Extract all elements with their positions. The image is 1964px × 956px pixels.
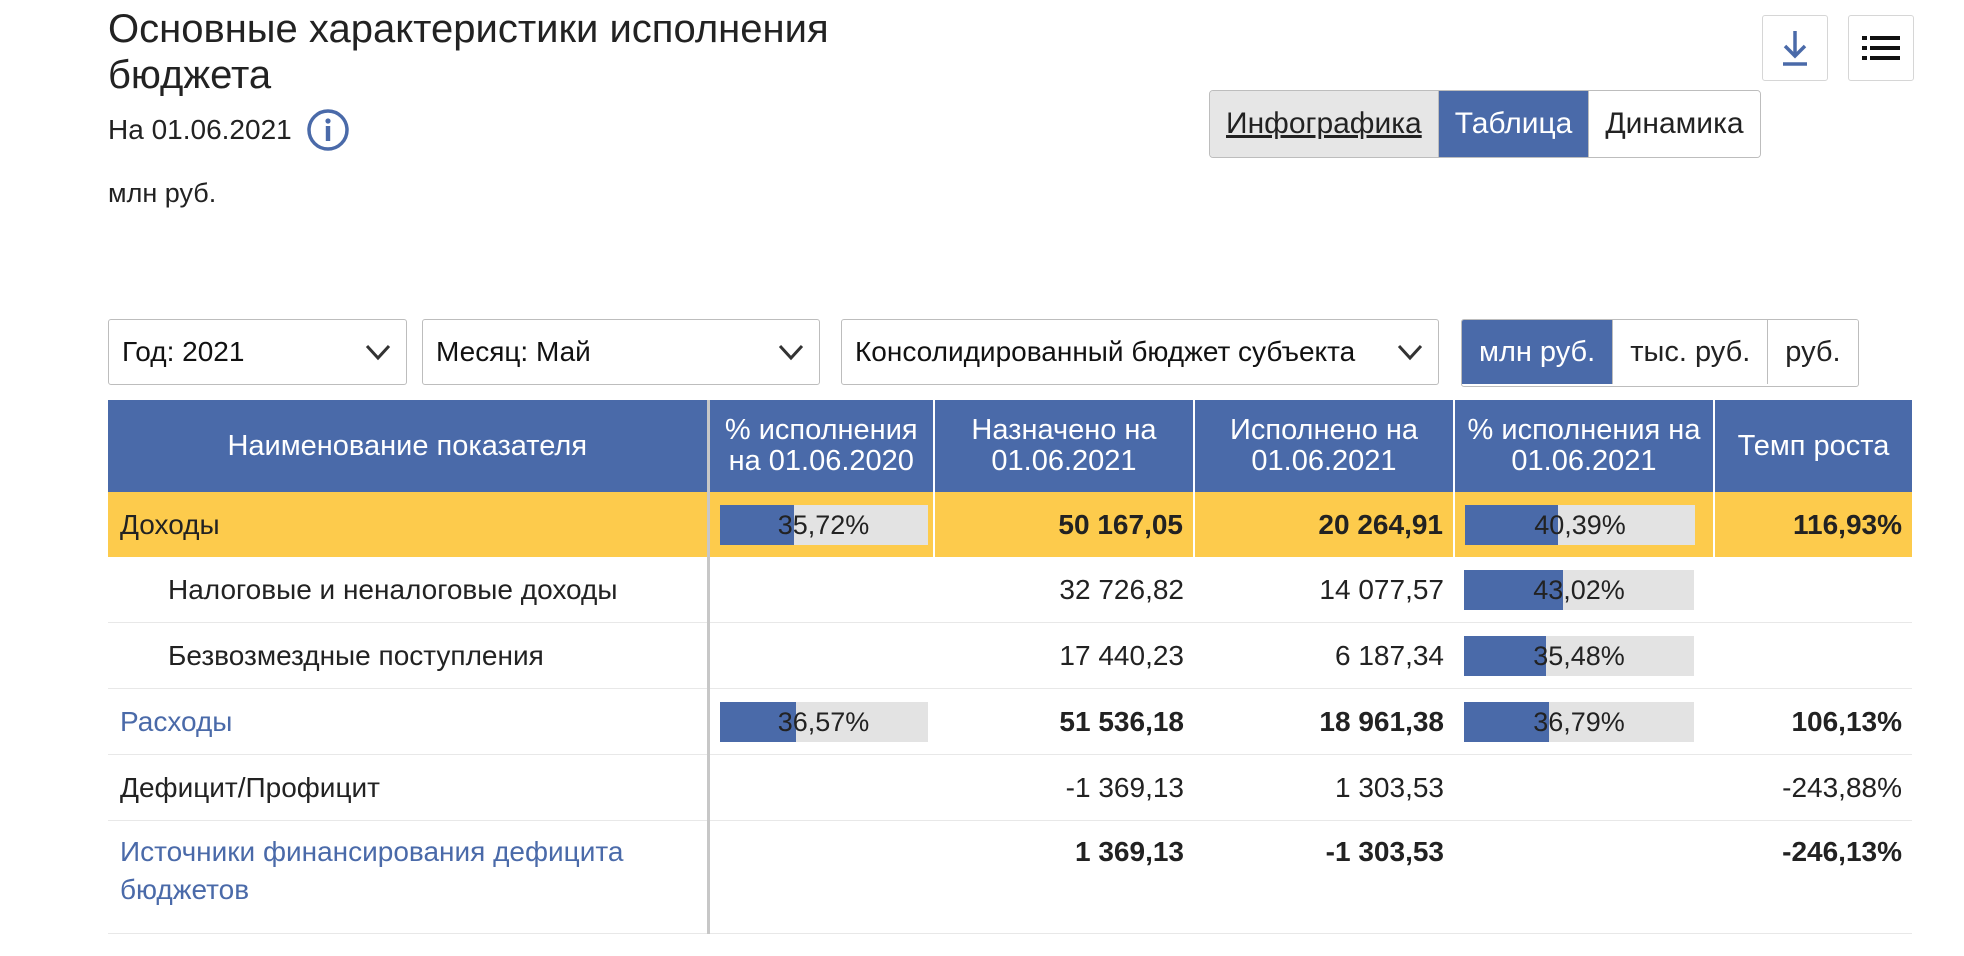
row-name: Безвозмездные поступления xyxy=(108,622,710,689)
unit-thousand-button[interactable]: тыс. руб. xyxy=(1612,320,1768,384)
unit-mln-button[interactable]: млн руб. xyxy=(1462,320,1613,384)
download-icon xyxy=(1783,31,1807,66)
month-select[interactable]: Месяц: Май xyxy=(422,319,820,385)
budget-select[interactable]: Консолидированный бюджет субъекта xyxy=(841,319,1439,385)
executed-cell: 20 264,91 xyxy=(1193,492,1454,557)
assigned-cell: -1 369,13 xyxy=(934,754,1194,821)
assigned-cell: 32 726,82 xyxy=(934,557,1194,623)
chevron-down-icon xyxy=(365,344,391,361)
date-label: На 01.06.2021 xyxy=(108,114,292,145)
pct-prev-cell xyxy=(708,622,934,689)
pct-prev-cell: 35,72% xyxy=(708,492,934,557)
assigned-cell: 51 536,18 xyxy=(934,688,1194,755)
pct-curr-cell xyxy=(1454,754,1714,821)
row-name: Дефицит/Профицит xyxy=(108,754,710,821)
table-row: Безвозмездные поступления 17 440,23 6 18… xyxy=(108,622,1912,689)
pct-curr-cell: 35,48% xyxy=(1454,622,1714,689)
row-name-link[interactable]: Источники финансирования дефицита бюджет… xyxy=(108,820,710,934)
download-button[interactable] xyxy=(1762,15,1828,81)
pct-curr-cell xyxy=(1454,820,1714,934)
menu-button[interactable] xyxy=(1848,15,1914,81)
growth-cell: -243,88% xyxy=(1714,754,1912,821)
year-select-value: Год: 2021 xyxy=(122,336,245,367)
executed-cell: 14 077,57 xyxy=(1194,557,1454,623)
header-pct-prev[interactable]: % исполнения на 01.06.2020 xyxy=(707,400,934,492)
budget-select-value: Консолидированный бюджет субъекта xyxy=(855,336,1356,367)
progress-bar: 35,72% xyxy=(719,504,928,545)
list-icon xyxy=(1862,36,1900,60)
progress-bar-label: 35,48% xyxy=(1533,640,1625,671)
growth-cell xyxy=(1714,557,1912,623)
executed-cell: 1 303,53 xyxy=(1194,754,1454,821)
header-executed[interactable]: Исполнено на 01.06.2021 xyxy=(1193,400,1454,492)
pct-prev-cell xyxy=(708,754,934,821)
budget-table: Наименование показателя % исполнения на … xyxy=(108,400,1912,934)
executed-cell: -1 303,53 xyxy=(1194,820,1454,934)
chevron-down-icon xyxy=(1397,344,1423,361)
report-date: На 01.06.2021 xyxy=(108,108,350,152)
growth-cell: 116,93% xyxy=(1713,492,1912,557)
table-row: Расходы 36,57% 51 536,18 18 961,38 36,79… xyxy=(108,688,1912,755)
assigned-cell: 1 369,13 xyxy=(934,820,1194,934)
assigned-cell: 50 167,05 xyxy=(933,492,1194,557)
progress-bar-label: 36,79% xyxy=(1533,706,1625,737)
info-icon[interactable] xyxy=(306,108,350,152)
table-row: Дефицит/Профицит -1 369,13 1 303,53 -243… xyxy=(108,754,1912,821)
table-row: Источники финансирования дефицита бюджет… xyxy=(108,820,1912,934)
progress-bar: 36,79% xyxy=(1464,701,1694,742)
row-name: Налоговые и неналоговые доходы xyxy=(108,557,710,623)
unit-switcher: млн руб. тыс. руб. руб. xyxy=(1461,319,1859,387)
page-title: Основные характеристики исполнения бюдже… xyxy=(108,7,829,97)
executed-cell: 6 187,34 xyxy=(1194,622,1454,689)
progress-bar: 40,39% xyxy=(1465,504,1695,545)
progress-bar: 35,48% xyxy=(1464,635,1694,676)
pct-curr-cell: 43,02% xyxy=(1454,557,1714,623)
tab-infographic[interactable]: Инфографика xyxy=(1210,91,1438,157)
progress-bar-label: 40,39% xyxy=(1534,509,1626,540)
row-name-link[interactable]: Расходы xyxy=(108,688,710,755)
progress-bar: 43,02% xyxy=(1464,569,1694,610)
header-growth[interactable]: Темп роста xyxy=(1713,400,1912,492)
progress-bar-label: 35,72% xyxy=(777,509,870,540)
pct-prev-cell xyxy=(708,557,934,623)
progress-bar-label: 43,02% xyxy=(1533,574,1625,605)
growth-cell: 106,13% xyxy=(1714,688,1912,755)
progress-bar-label: 36,57% xyxy=(777,706,870,737)
unit-rub-button[interactable]: руб. xyxy=(1767,320,1858,384)
tab-dynamics[interactable]: Динамика xyxy=(1588,91,1760,157)
progress-bar: 36,57% xyxy=(719,701,928,742)
executed-cell: 18 961,38 xyxy=(1194,688,1454,755)
pct-curr-cell: 36,79% xyxy=(1454,688,1714,755)
table-row: Налоговые и неналоговые доходы 32 726,82… xyxy=(108,557,1912,623)
table-row: Доходы 35,72% 50 167,05 20 264,91 40,39%… xyxy=(108,492,1912,557)
units-label: млн руб. xyxy=(108,178,217,208)
chevron-down-icon xyxy=(778,344,804,361)
header-name[interactable]: Наименование показателя xyxy=(108,400,710,492)
tab-table[interactable]: Таблица xyxy=(1437,91,1589,157)
growth-cell xyxy=(1714,622,1912,689)
assigned-cell: 17 440,23 xyxy=(934,622,1194,689)
year-select[interactable]: Год: 2021 xyxy=(108,319,407,385)
pct-prev-cell: 36,57% xyxy=(708,688,934,755)
header-pct-curr[interactable]: % исполнения на 01.06.2021 xyxy=(1453,400,1714,492)
pct-prev-cell xyxy=(708,820,934,934)
table-header-row: Наименование показателя % исполнения на … xyxy=(108,400,1912,492)
month-select-value: Месяц: Май xyxy=(436,336,591,367)
pct-curr-cell: 40,39% xyxy=(1453,492,1714,557)
growth-cell: -246,13% xyxy=(1714,820,1912,934)
header-assigned[interactable]: Назначено на 01.06.2021 xyxy=(933,400,1194,492)
view-switcher: Инфографика Таблица Динамика xyxy=(1209,90,1761,158)
row-name: Доходы xyxy=(108,492,710,557)
